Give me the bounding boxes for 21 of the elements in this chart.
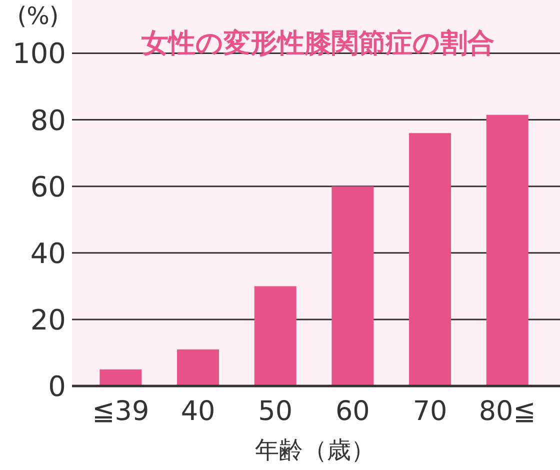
x-tick-label: 40 — [180, 396, 216, 427]
x-tick-label: 80≦ — [478, 396, 536, 427]
y-tick-label: 40 — [30, 236, 66, 270]
bar — [332, 186, 374, 386]
y-tick-label: 0 — [48, 370, 66, 403]
y-tick-label: 80 — [30, 104, 66, 137]
bar — [254, 286, 296, 386]
bar — [100, 369, 142, 386]
bar — [409, 133, 451, 386]
x-tick-label: 50 — [258, 396, 293, 427]
x-tick-label: ≦39 — [92, 396, 150, 427]
y-tick-label: 100 — [12, 37, 66, 70]
y-axis-title: (%) — [17, 2, 59, 30]
y-tick-label: 60 — [30, 170, 66, 204]
x-tick-label: 70 — [412, 396, 448, 427]
bar — [486, 114, 528, 386]
x-tick-label: 60 — [335, 396, 370, 427]
x-axis-title: 年齢（歳） — [255, 436, 375, 464]
y-tick-label: 20 — [30, 303, 66, 336]
bar — [177, 349, 219, 386]
text: 女性の変形性膝関節症の割合 — [140, 28, 494, 59]
